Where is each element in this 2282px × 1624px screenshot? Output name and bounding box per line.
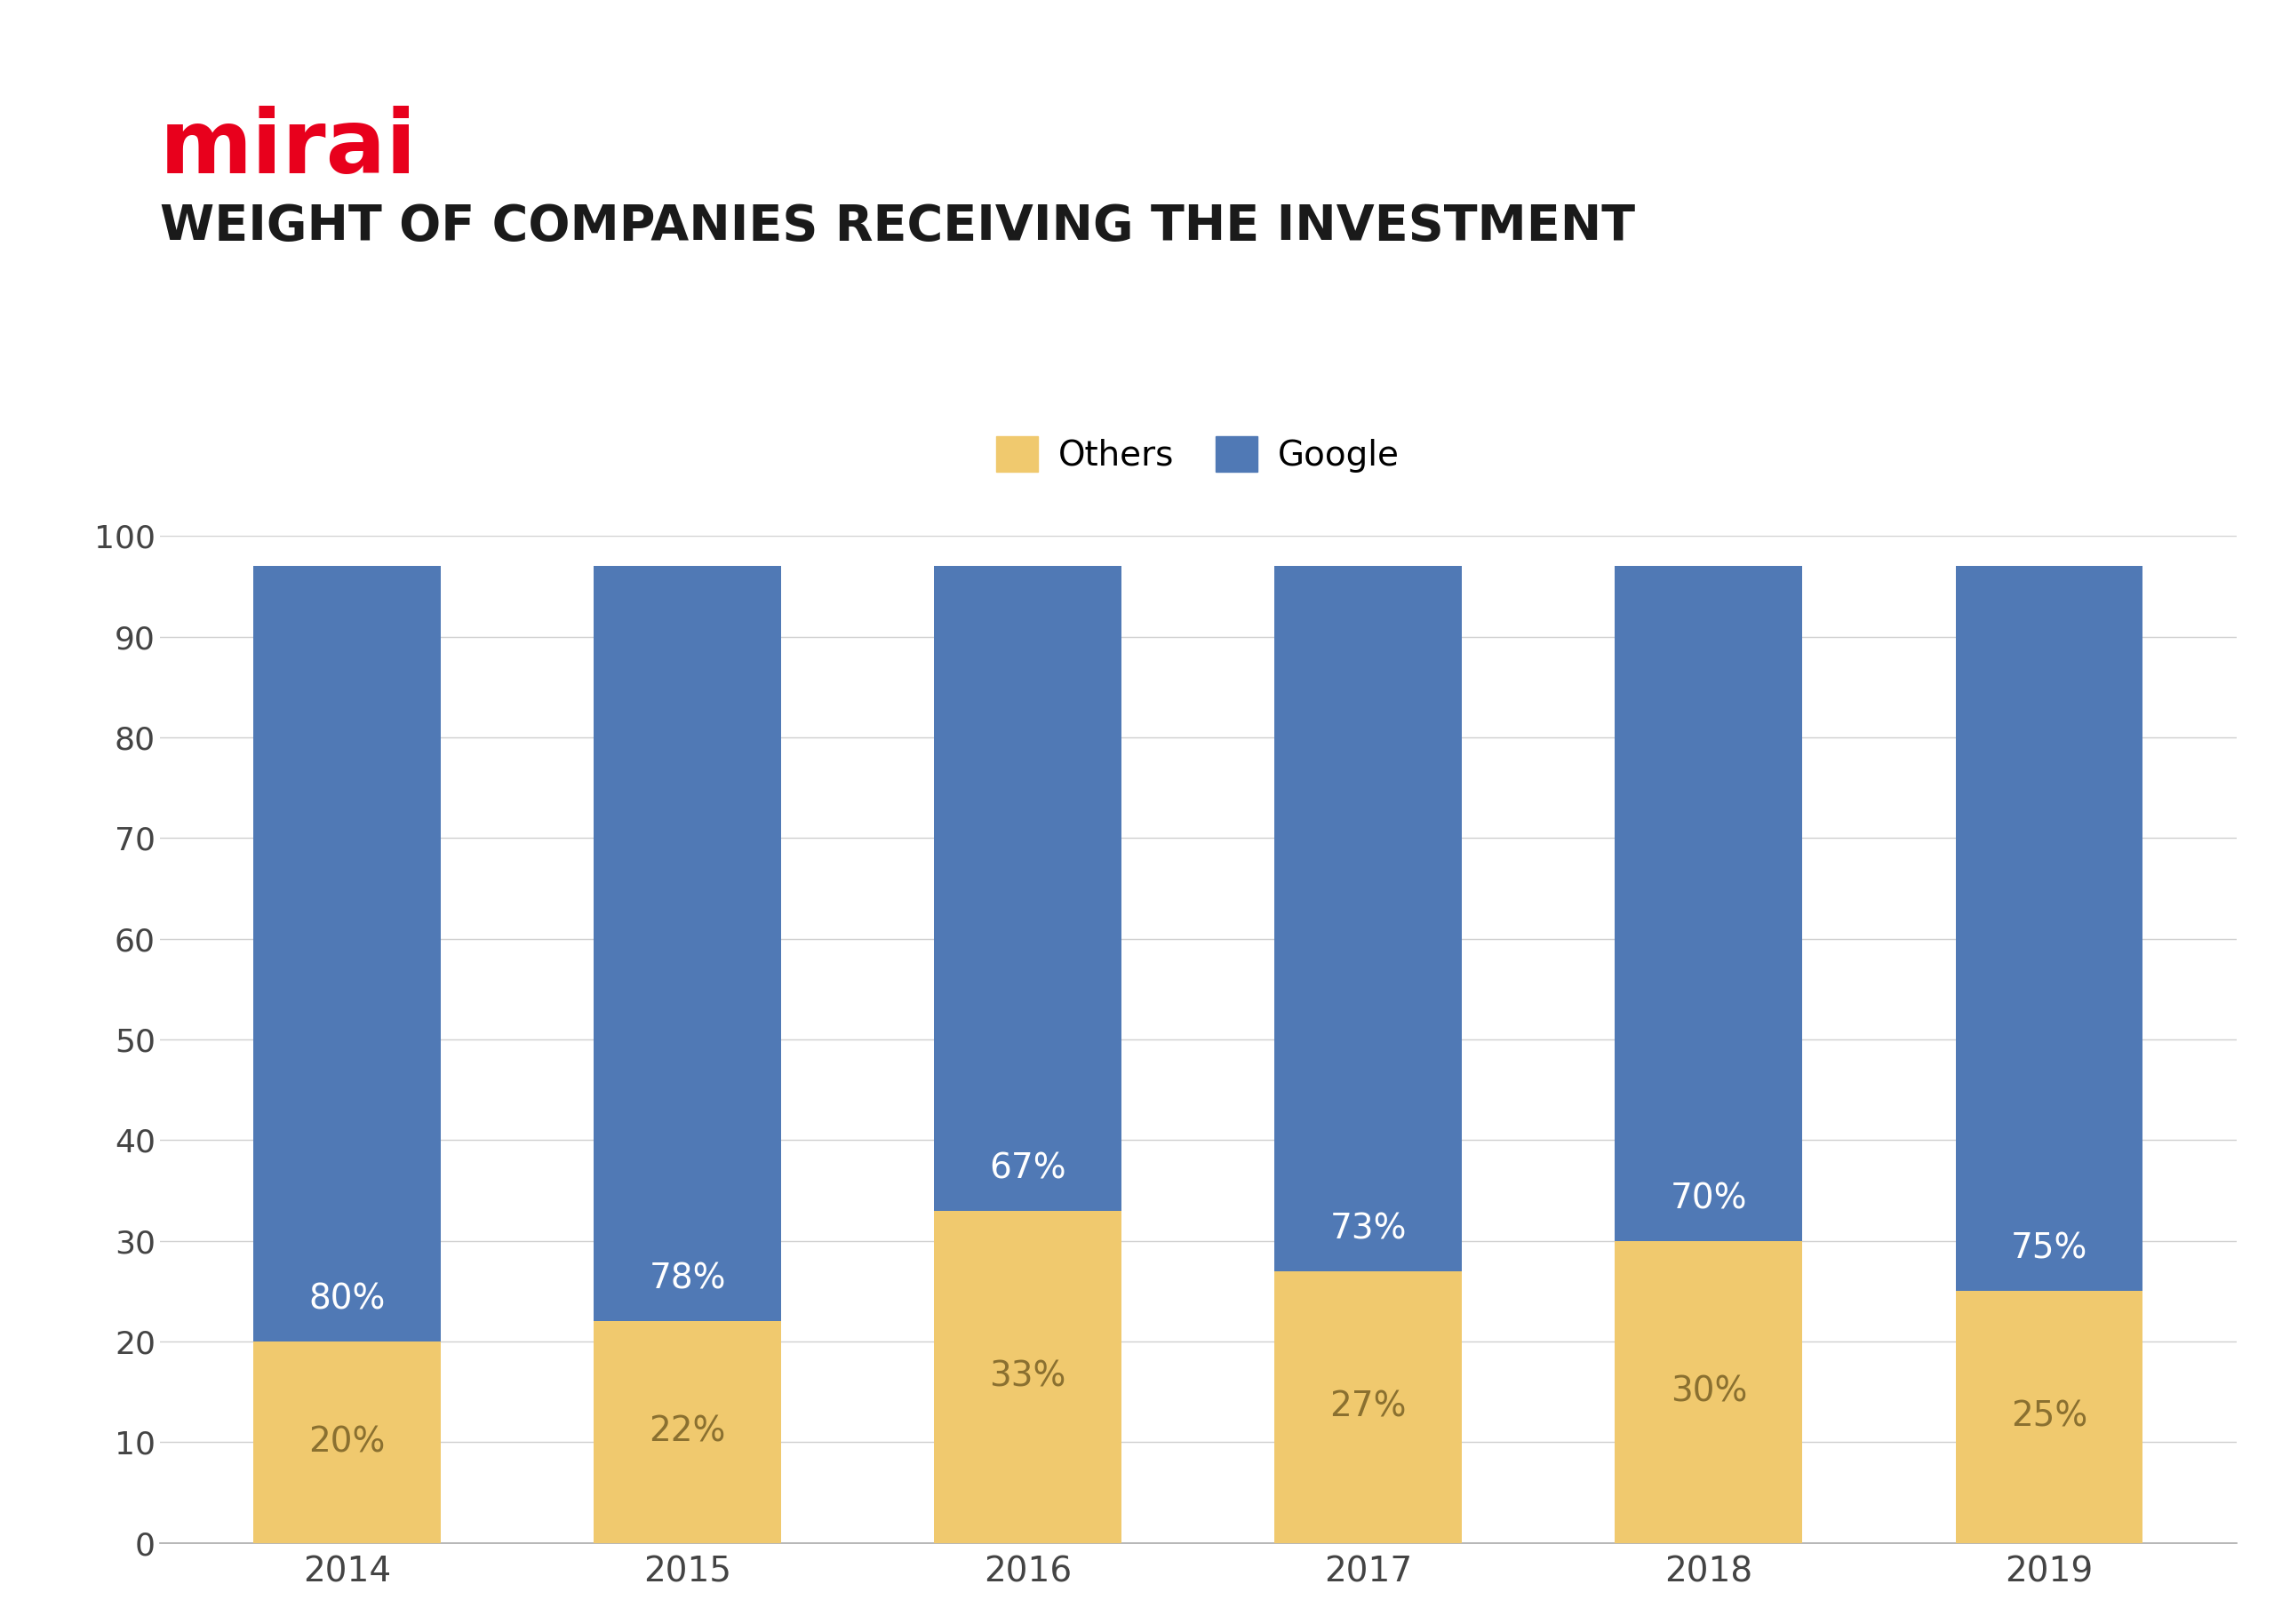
Bar [593, 1322, 780, 1543]
Text: 33%: 33% [990, 1359, 1066, 1393]
Text: 78%: 78% [648, 1262, 726, 1296]
Bar [1616, 567, 1803, 1241]
Bar [1956, 1291, 2143, 1543]
Text: 67%: 67% [990, 1151, 1066, 1186]
Legend: Others, Google: Others, Google [984, 422, 1413, 487]
Text: 30%: 30% [1670, 1376, 1748, 1408]
Text: 70%: 70% [1670, 1182, 1748, 1215]
Text: mirai: mirai [160, 106, 418, 192]
Bar [1956, 567, 2143, 1291]
Text: 80%: 80% [308, 1283, 386, 1315]
Bar [1276, 1272, 1463, 1543]
Text: 20%: 20% [308, 1426, 386, 1458]
Text: 27%: 27% [1330, 1390, 1406, 1424]
Text: 75%: 75% [2010, 1233, 2088, 1267]
Text: 73%: 73% [1330, 1212, 1406, 1246]
Text: WEIGHT OF COMPANIES RECEIVING THE INVESTMENT: WEIGHT OF COMPANIES RECEIVING THE INVEST… [160, 203, 1634, 252]
Text: 25%: 25% [2010, 1400, 2088, 1434]
Bar [253, 1341, 440, 1543]
Bar [593, 567, 780, 1322]
Bar [1616, 1241, 1803, 1543]
Bar [253, 567, 440, 1341]
Bar [1276, 567, 1463, 1272]
Bar [933, 1210, 1120, 1543]
Bar [933, 567, 1120, 1210]
Text: 22%: 22% [648, 1415, 726, 1449]
